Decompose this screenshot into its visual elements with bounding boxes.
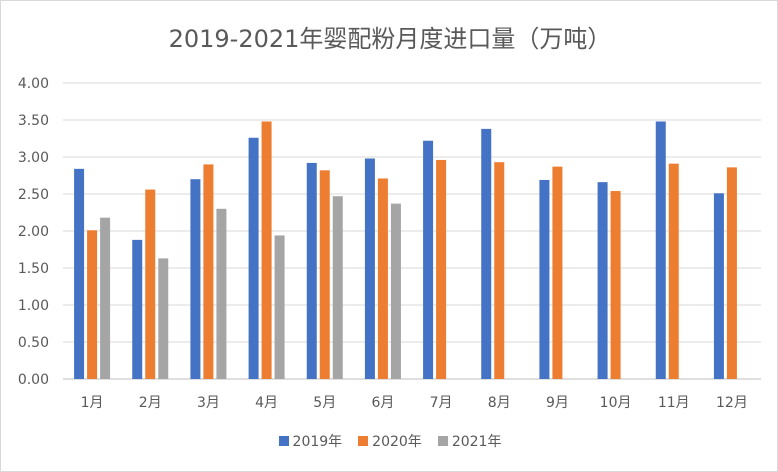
bar-2019年-11月 xyxy=(655,121,666,379)
x-tick-label: 2月 xyxy=(139,395,162,411)
bar-2021年-6月 xyxy=(390,203,401,379)
bar-2020年-6月 xyxy=(377,178,388,379)
bar-2019年-4月 xyxy=(248,137,259,379)
bar-2021年-5月 xyxy=(332,196,343,379)
bar-2020年-1月 xyxy=(87,230,98,379)
x-tick-label: 1月 xyxy=(81,395,104,411)
x-tick-label: 11月 xyxy=(658,395,690,411)
bar-2020年-9月 xyxy=(552,166,563,379)
bar-2019年-3月 xyxy=(190,179,201,379)
y-tick-label: 4.00 xyxy=(18,76,49,92)
bar-2020年-8月 xyxy=(494,162,505,379)
y-tick-label: 1.50 xyxy=(18,261,49,277)
legend-item: 2021年 xyxy=(437,431,502,451)
bar-2019年-8月 xyxy=(481,128,492,379)
bar-2019年-12月 xyxy=(713,193,724,379)
bar-2020年-7月 xyxy=(436,159,447,379)
chart-title: 2019-2021年婴配粉月度进口量（万吨） xyxy=(168,25,612,53)
x-tick-label: 10月 xyxy=(600,395,632,411)
legend: 2019年 2020年 2021年 xyxy=(1,431,777,451)
bar-2021年-3月 xyxy=(216,208,227,379)
bar-2019年-9月 xyxy=(539,179,550,379)
x-tick-label: 8月 xyxy=(488,395,511,411)
y-tick-label: 3.00 xyxy=(18,150,49,166)
bar-2021年-4月 xyxy=(274,235,285,379)
x-tick-label: 6月 xyxy=(371,395,394,411)
bar-2019年-1月 xyxy=(74,168,85,379)
x-tick-label: 4月 xyxy=(255,395,278,411)
y-tick-label: 2.50 xyxy=(18,187,49,203)
y-tick-label: 3.50 xyxy=(18,113,49,129)
legend-label: 2021年 xyxy=(451,434,502,450)
legend-item: 2020年 xyxy=(358,431,422,451)
bar-2020年-5月 xyxy=(319,170,330,379)
bar-2021年-1月 xyxy=(100,217,111,379)
y-tick-label: 0.00 xyxy=(18,372,49,388)
x-tick-label: 3月 xyxy=(197,395,220,411)
legend-swatch xyxy=(358,436,369,446)
bar-2020年-3月 xyxy=(203,164,214,379)
legend-swatch xyxy=(437,436,448,446)
bar-2019年-10月 xyxy=(597,182,608,379)
bar-2020年-10月 xyxy=(610,191,621,379)
bar-2020年-12月 xyxy=(726,167,737,379)
legend-item: 2019年 xyxy=(278,431,343,451)
y-tick-label: 0.50 xyxy=(18,335,49,351)
bar-2019年-7月 xyxy=(423,140,434,379)
y-tick-label: 1.00 xyxy=(18,298,49,314)
bar-2020年-2月 xyxy=(145,189,156,379)
x-tick-label: 9月 xyxy=(546,395,569,411)
legend-label: 2020年 xyxy=(372,434,422,450)
bar-2021年-2月 xyxy=(158,258,169,379)
bar-2019年-5月 xyxy=(306,162,317,379)
bar-2020年-11月 xyxy=(668,163,679,379)
x-tick-label: 7月 xyxy=(430,395,453,411)
legend-label: 2019年 xyxy=(292,434,343,450)
bar-2019年-2月 xyxy=(132,239,143,379)
bar-2020年-4月 xyxy=(261,121,272,379)
legend-swatch xyxy=(278,436,289,446)
bar-2019年-6月 xyxy=(364,158,375,379)
y-tick-label: 2.00 xyxy=(18,224,49,240)
x-tick-label: 5月 xyxy=(313,395,336,411)
x-tick-label: 12月 xyxy=(716,395,748,411)
